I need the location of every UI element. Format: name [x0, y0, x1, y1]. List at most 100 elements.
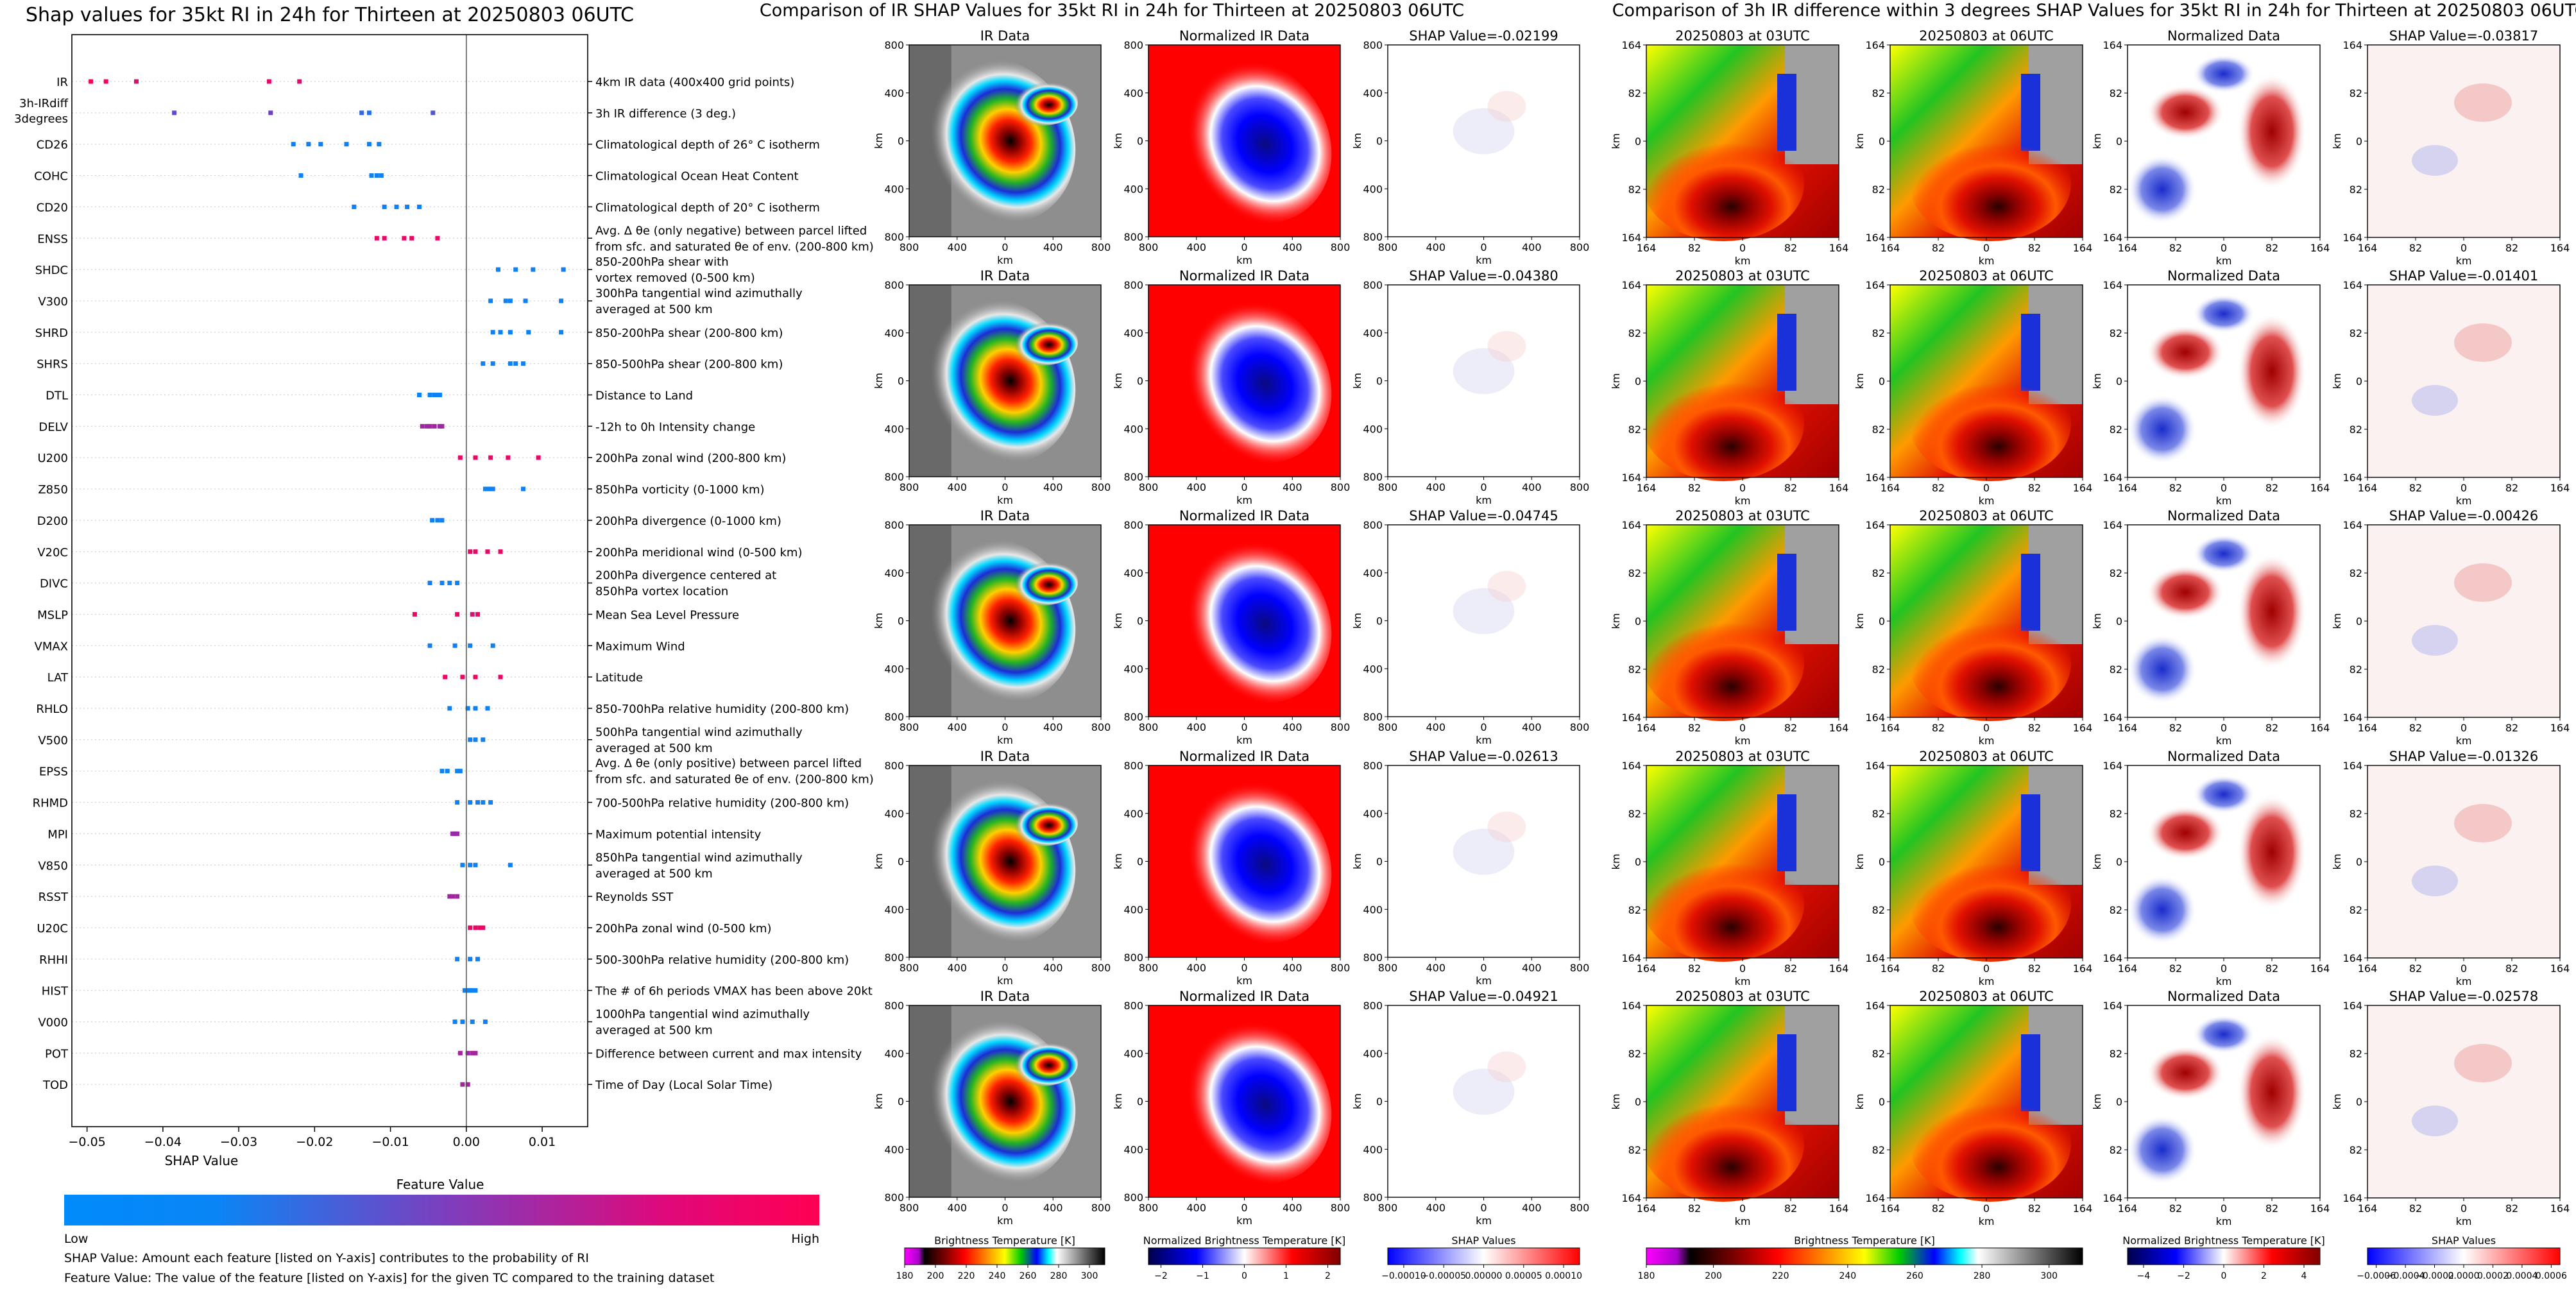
y-tick-label: 0 [2116, 615, 2122, 627]
y-tick-label: 82 [1872, 1144, 1885, 1156]
y-tick-label: 82 [1872, 663, 1885, 676]
colorbar-tick-label: −0.00010 [1381, 1271, 1426, 1281]
feature-label: RHHI [39, 953, 68, 967]
shap-point [409, 235, 414, 241]
ir-diff-shap-comparison-panel: Comparison of 3h IR difference within 3 … [1610, 1, 2576, 1281]
shap-point [465, 988, 470, 993]
norm-storm [1176, 298, 1332, 463]
x-tick-label: 800 [1091, 721, 1111, 733]
y-tick-label: 164 [1621, 1192, 1641, 1204]
normdiff-red-2 [2237, 1034, 2307, 1150]
x-axis-label: km [2216, 495, 2232, 507]
x-tick-label: 82 [1688, 962, 1701, 975]
colorbar-tick-label: 0 [2221, 1271, 2227, 1281]
x-axis-label: km [1735, 255, 1751, 267]
x-tick-label: 164 [1829, 962, 1849, 975]
y-tick-label: 164 [1621, 472, 1641, 484]
x-tick-label: 0 [1739, 482, 1746, 494]
x-tick-label: 800 [1139, 241, 1159, 253]
x-tick-label: 164 [1637, 242, 1657, 254]
x-tick-label: 0 [1739, 1202, 1746, 1215]
shap-point [488, 486, 493, 491]
shap-point [377, 142, 382, 147]
y-tick-label: 82 [2350, 663, 2362, 676]
tile-title: Normalized IR Data [1179, 268, 1309, 284]
shap-point [559, 298, 564, 303]
x-tick-label: 164 [2358, 482, 2378, 494]
shap-point [445, 769, 450, 774]
tile-title: 20250803 at 03UTC [1675, 749, 1810, 764]
y-tick-label: 800 [884, 39, 904, 51]
y-tick-label: 82 [2350, 904, 2362, 916]
x-tick-label: 0 [1480, 1202, 1487, 1214]
colorbar-tick-label: 280 [1050, 1271, 1068, 1281]
feature-label: RSST [38, 891, 69, 904]
shap-point [559, 330, 564, 335]
tile-title: IR Data [980, 749, 1030, 764]
feature-label: 3h-IRdiff [19, 97, 69, 110]
y-tick-label: 164 [1865, 39, 1885, 51]
y-tick-label: 800 [1363, 952, 1383, 964]
colorbar-title: Feature Value [397, 1177, 484, 1192]
colorbar-tick-label: 180 [896, 1271, 914, 1281]
shap-point [460, 862, 465, 867]
y-tick-label: 800 [884, 519, 904, 531]
feature-description: from sfc. and saturated θe of env. (200-… [595, 240, 874, 253]
x-tick-label: 164 [2358, 722, 2378, 734]
shap-point [490, 361, 495, 366]
norm-storm [1176, 538, 1332, 703]
bt-cold-edge [1777, 554, 1796, 631]
x-axis-label: km [2456, 495, 2472, 507]
feature-description: 4km IR data (400x400 grid points) [595, 76, 794, 89]
y-tick-label: 82 [1628, 1048, 1641, 1060]
y-axis-label: km [1854, 1094, 1866, 1110]
shap-point [382, 204, 387, 209]
y-axis-label: km [2331, 1094, 2343, 1110]
x-tick-label: 400 [1426, 721, 1446, 733]
feature-description: Distance to Land [595, 389, 693, 403]
bt-warm-core [1642, 846, 1804, 962]
y-tick-label: 400 [884, 183, 904, 195]
y-tick-label: 82 [2110, 423, 2122, 436]
tile-title: SHAP Value=-0.02199 [1409, 28, 1558, 44]
shap-point [498, 549, 503, 554]
y-tick-label: 800 [1363, 471, 1383, 483]
shapdiff-red [2454, 804, 2512, 842]
y-axis-label: km [2331, 373, 2343, 389]
y-tick-label: 164 [2342, 712, 2362, 724]
x-axis-label: km [1476, 734, 1492, 746]
y-tick-label: 82 [1628, 808, 1641, 820]
x-tick-label: 800 [1378, 721, 1398, 733]
y-tick-label: 400 [884, 423, 904, 435]
x-axis-label: km [1735, 975, 1751, 987]
shapdiff-background [2367, 1005, 2560, 1198]
y-tick-label: 0 [898, 1096, 904, 1108]
feature-description: 1000hPa tangential wind azimuthally [595, 1008, 810, 1021]
x-tick-label: 82 [2169, 962, 2182, 975]
x-axis-label: km [1476, 1215, 1492, 1227]
x-tick-label: 82 [2265, 1202, 2278, 1215]
x-tick-label: 164 [2358, 962, 2378, 975]
x-tick-label: 82 [2265, 482, 2278, 494]
x-axis-label: km [1476, 975, 1492, 987]
x-tick-label: 800 [1091, 481, 1111, 493]
tile-title: 20250803 at 06UTC [1919, 989, 2054, 1004]
x-tick-label: 164 [2550, 722, 2570, 734]
shap-point [482, 1020, 488, 1024]
shap-point [460, 1020, 465, 1024]
norm-storm [1176, 779, 1332, 944]
tile-title: 20250803 at 03UTC [1675, 28, 1810, 44]
x-tick-label: 400 [947, 1202, 967, 1214]
tile-title: SHAP Value=-0.01326 [2389, 749, 2539, 764]
feature-label: DTL [46, 389, 68, 403]
y-tick-label: 400 [1363, 808, 1383, 820]
x-tick-label: −0.02 [296, 1135, 333, 1149]
shap-point [382, 235, 387, 241]
y-tick-label: 400 [1363, 567, 1383, 579]
feature-label: MPI [47, 828, 68, 841]
shap-point [468, 737, 473, 742]
feature-description: Maximum Wind [595, 640, 685, 653]
y-tick-label: 82 [1872, 87, 1885, 99]
shap-point [498, 330, 503, 335]
x-axis-label: km [997, 254, 1013, 266]
